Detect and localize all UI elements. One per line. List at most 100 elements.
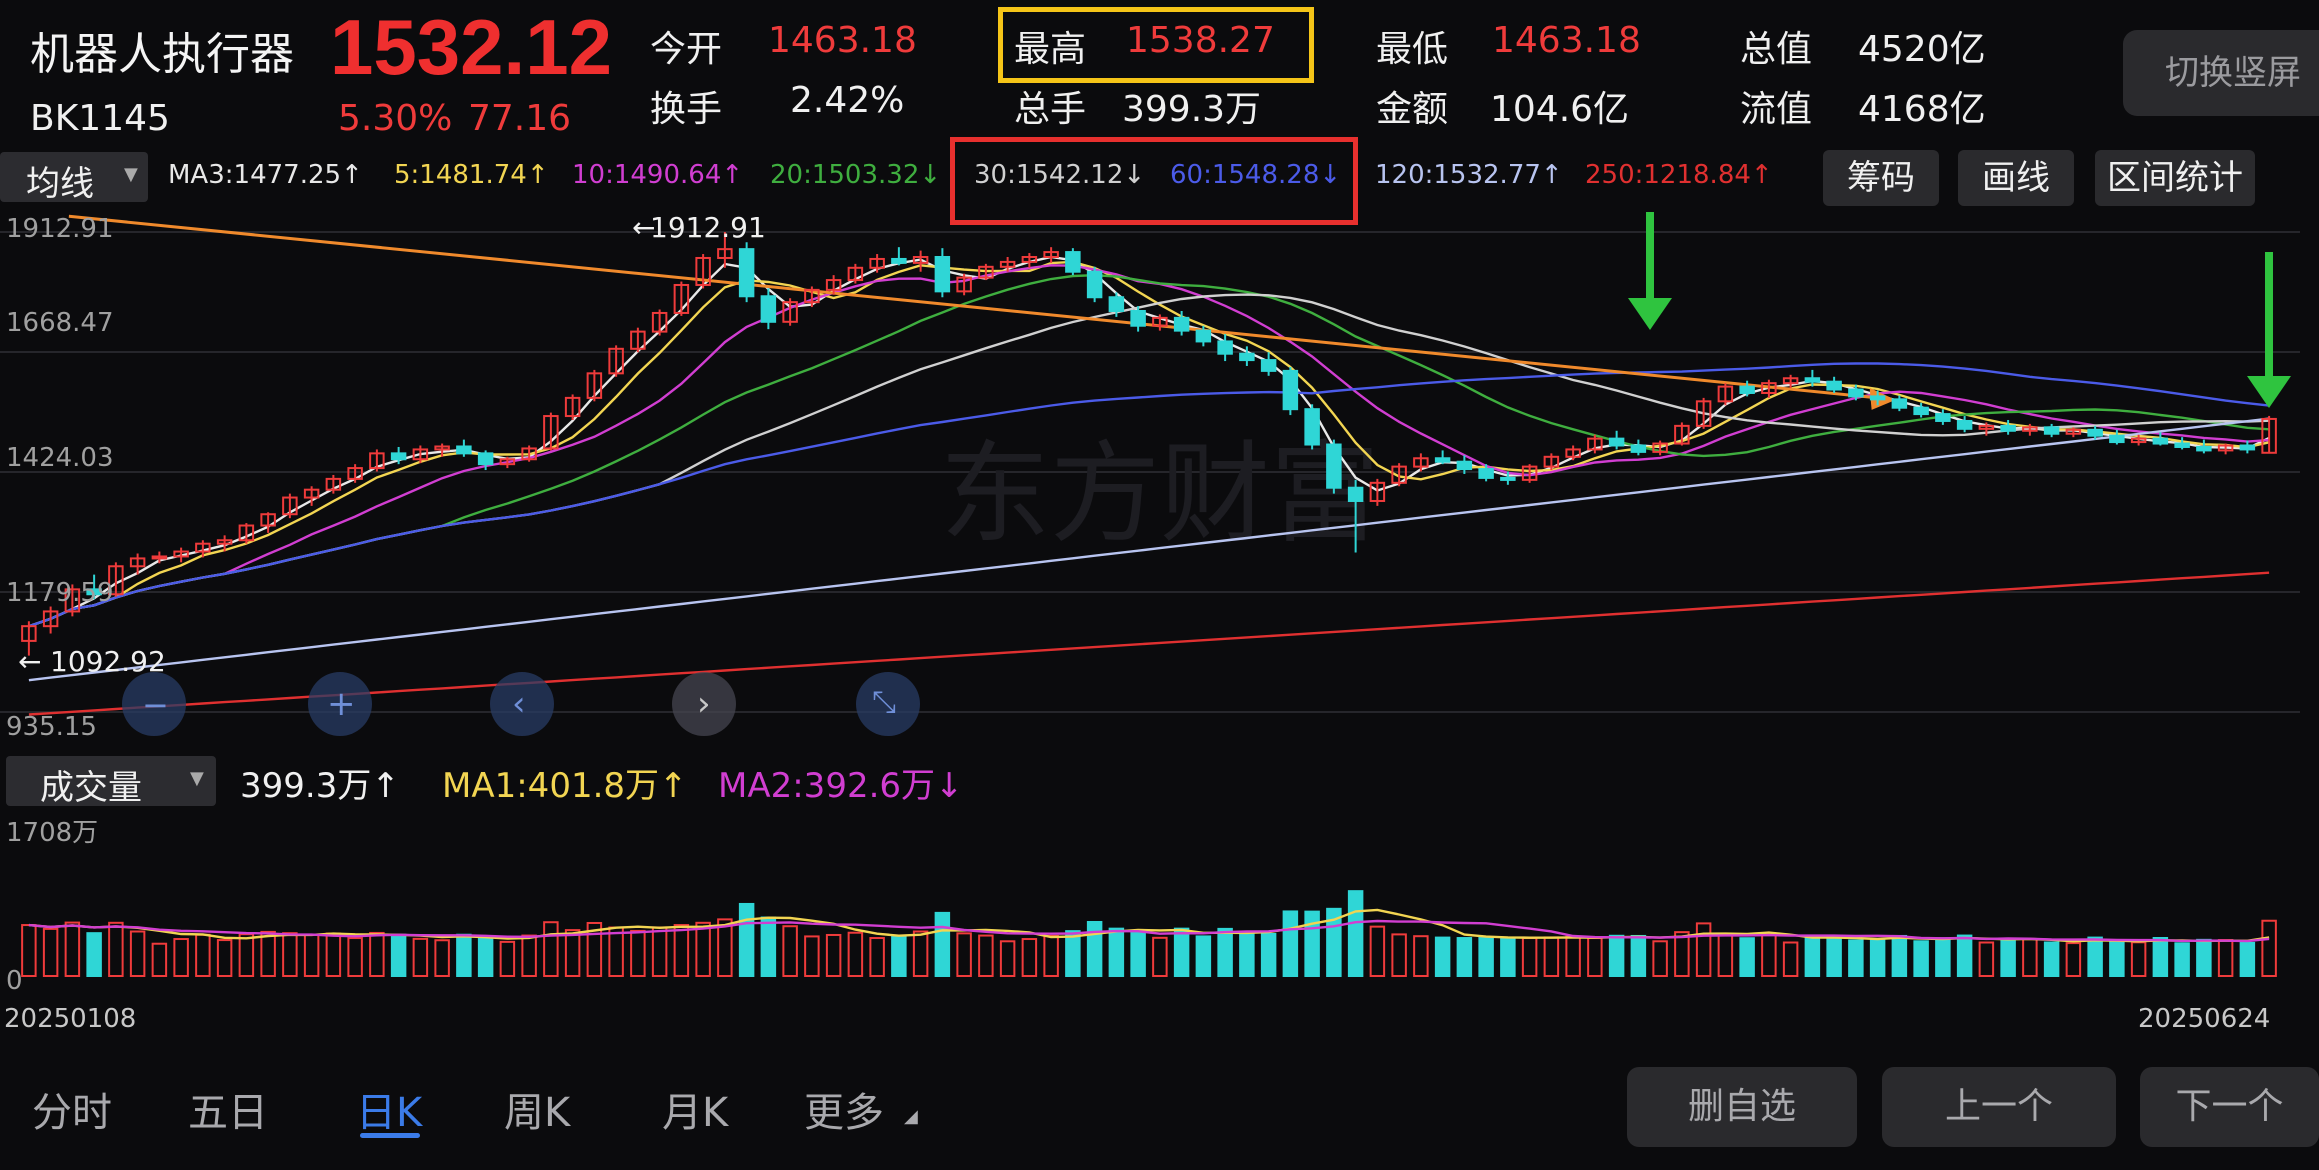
volume-bar: [1565, 935, 1581, 977]
volume-bar: [434, 939, 450, 977]
volume-bar: [260, 930, 276, 977]
volume-total-value: 399.3万: [1122, 89, 1262, 130]
remove-watchlist-button[interactable]: 删自选: [1627, 1067, 1857, 1147]
candle: [1347, 479, 1364, 553]
volume-bar: [1913, 940, 1929, 977]
candle-body: [151, 555, 168, 560]
previous-button[interactable]: 上一个: [1882, 1067, 2116, 1147]
candle: [2261, 415, 2277, 454]
tab-more[interactable]: 更多: [804, 1090, 884, 1136]
chips-button[interactable]: 筹码: [1823, 150, 1939, 206]
ma-selector[interactable]: 均线 ▼: [0, 152, 148, 204]
candle-body: [129, 557, 146, 568]
candle: [282, 493, 298, 519]
candle-body: [412, 448, 429, 461]
candle: [1848, 384, 1864, 401]
candle-body: [499, 458, 516, 466]
candle-body: [738, 248, 755, 298]
volume-bar: [738, 902, 755, 977]
candle-body: [108, 565, 124, 596]
candle: [1195, 325, 1212, 347]
volume-bar: [695, 921, 711, 977]
price-axis-label: 935.15: [6, 712, 97, 742]
candle-body: [1978, 424, 1995, 430]
reset-zoom-button[interactable]: ⤡: [856, 672, 920, 736]
volume-bar: [825, 933, 842, 977]
volume-bar: [42, 927, 59, 977]
volume-bar: [1043, 934, 1059, 978]
volume-ma2: MA2:392.6万↓: [718, 766, 964, 806]
candle-body: [1152, 316, 1168, 327]
candle-body: [912, 255, 929, 264]
candle: [347, 464, 363, 483]
candle: [543, 412, 559, 451]
candle: [173, 547, 189, 563]
candle: [260, 512, 276, 533]
indicator-selector[interactable]: 成交量 ▼: [6, 756, 216, 808]
turnover-value: 2.42%: [790, 80, 905, 121]
candle: [21, 621, 37, 656]
tab-daily-k[interactable]: 日K: [356, 1090, 423, 1136]
candle: [2087, 425, 2103, 440]
candle-body: [1369, 481, 1386, 502]
volume-bar: [2022, 938, 2038, 978]
tab-weekly-k[interactable]: 周K: [504, 1090, 571, 1136]
volume-bar: [543, 921, 559, 978]
candle-body: [2130, 437, 2147, 444]
candle-body: [21, 625, 37, 642]
candle-body: [1413, 457, 1429, 468]
zoom-in-button[interactable]: +: [308, 672, 372, 736]
candle: [129, 553, 146, 575]
volume-bar: [1608, 934, 1625, 978]
candle-body: [695, 256, 711, 286]
price-axis-label: 1179.59: [6, 578, 114, 608]
volume-bar: [1065, 930, 1081, 977]
arrow-head: [1628, 298, 1672, 330]
candle-body: [2065, 428, 2082, 435]
candle-body: [2174, 442, 2190, 448]
candle-body: [1826, 380, 1842, 391]
candle: [1543, 453, 1560, 471]
candle-body: [999, 260, 1016, 268]
candle: [1674, 422, 1690, 446]
price-axis-label: 1424.03: [6, 443, 114, 473]
tab-intraday[interactable]: 分时: [32, 1090, 112, 1136]
volume-bar: [1434, 936, 1451, 977]
volume-bar: [608, 926, 624, 978]
candle-body: [1652, 442, 1668, 453]
candle-body: [1260, 359, 1277, 372]
candle: [695, 254, 711, 289]
candle: [1587, 434, 1603, 454]
candle: [1804, 369, 1821, 387]
candle-body: [1195, 329, 1212, 343]
volume-bar: [2261, 919, 2277, 977]
tab-five-day[interactable]: 五日: [188, 1090, 268, 1136]
candle: [1369, 478, 1386, 506]
candle-body: [86, 588, 102, 596]
candle: [847, 263, 864, 284]
candle-body: [1282, 369, 1299, 411]
candle: [1108, 292, 1125, 317]
tab-monthly-k[interactable]: 月K: [662, 1090, 729, 1136]
candle-body: [1434, 457, 1451, 463]
scroll-left-button[interactable]: ‹: [490, 672, 554, 736]
draw-line-button[interactable]: 画线: [1958, 150, 2074, 206]
candle: [2239, 440, 2256, 454]
volume-bar: [1848, 939, 1864, 977]
price-axis-label: 1668.47: [6, 308, 114, 338]
next-button[interactable]: 下一个: [2140, 1067, 2319, 1147]
volume-bar: [956, 932, 972, 978]
candle-body: [282, 496, 298, 516]
zoom-out-button[interactable]: −: [122, 672, 186, 736]
switch-portrait-button[interactable]: 切换竖屏: [2123, 30, 2319, 116]
range-stats-button[interactable]: 区间统计: [2095, 150, 2255, 206]
scroll-right-button[interactable]: ›: [672, 672, 736, 736]
candle-body: [978, 265, 994, 279]
amount-label: 金额: [1376, 89, 1449, 130]
candle: [891, 247, 907, 266]
kline-chart[interactable]: 东方财富 1912.91 ← 1092.92 ←: [0, 212, 2300, 752]
open-label: 今开: [650, 29, 723, 70]
volume-axis-zero: 0: [6, 966, 23, 996]
candle: [1956, 416, 1973, 433]
candle-body: [1869, 395, 1886, 401]
